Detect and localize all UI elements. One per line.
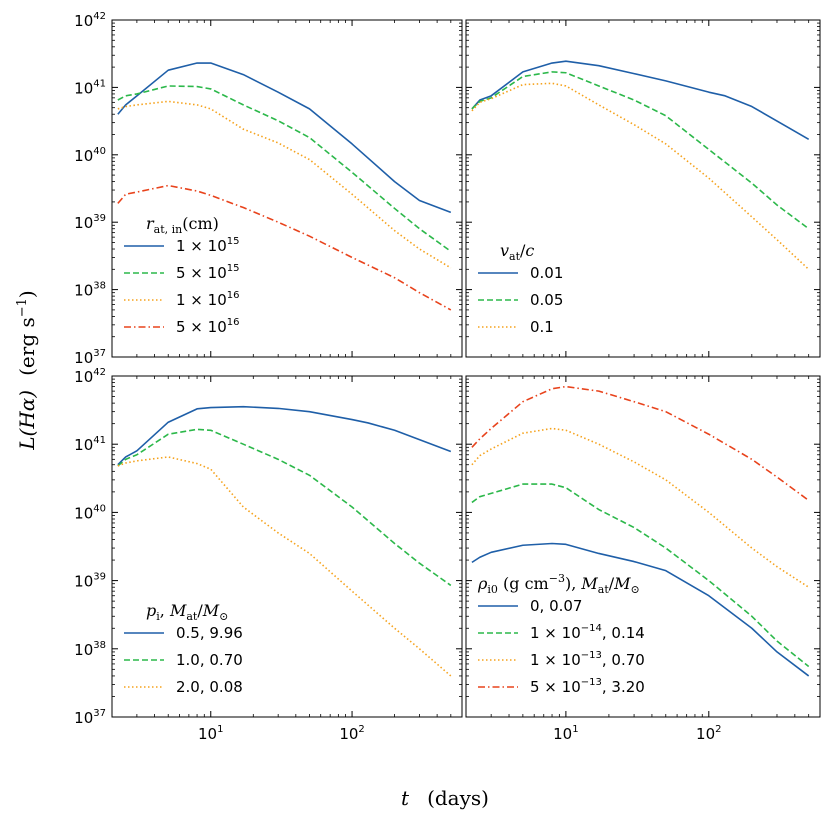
plot-frame bbox=[111, 19, 463, 358]
legend-label: 0.05 bbox=[530, 291, 563, 309]
x-axis-label: t (days) bbox=[401, 786, 489, 810]
y-tick-label: 1038 bbox=[74, 640, 106, 659]
y-axis-unit-close: ) bbox=[15, 290, 39, 298]
series-line-1 bbox=[471, 542, 810, 677]
panel-bottom-right: 101 102 ρi0 (g cm−3), Mat/M⊙0, 0.07 1 × 10−… bbox=[465, 375, 821, 743]
legend-label: 0, 0.07 bbox=[530, 597, 582, 615]
plot-frame bbox=[111, 375, 463, 718]
panel-bottom-left: 1037 1038 1039 1040 1041 1042 101 102 pi, Mat/M⊙… bbox=[74, 367, 463, 743]
y-tick-label: 1040 bbox=[74, 503, 106, 522]
legend-label: 0.5, 9.96 bbox=[176, 624, 243, 642]
y-tick-label: 1037 bbox=[74, 708, 106, 727]
y-tick-label: 1037 bbox=[74, 348, 106, 367]
panel-top-right: vat/c0.01 0.05 0.1 bbox=[465, 19, 821, 358]
legend-label: 1 × 1016 bbox=[176, 290, 239, 309]
plot-frame bbox=[465, 375, 821, 718]
x-tick-label: 102 bbox=[696, 724, 721, 743]
series-line-4 bbox=[117, 184, 452, 311]
x-axis-unit: (days) bbox=[427, 786, 489, 810]
x-tick-label: 102 bbox=[339, 724, 364, 743]
legend-label: 0.1 bbox=[530, 318, 554, 336]
y-tick-label: 1041 bbox=[74, 435, 106, 454]
y-axis-var: L(Hα) bbox=[15, 390, 39, 451]
series-line-1 bbox=[117, 62, 452, 214]
y-tick-label: 1040 bbox=[74, 146, 106, 165]
legend: ρi0 (g cm−3), Mat/M⊙0, 0.07 1 × 10−14, 0.… bbox=[477, 572, 645, 696]
series-line-3 bbox=[471, 427, 810, 588]
legend-title: pi, Mat/M⊙ bbox=[146, 601, 228, 623]
x-tick-label: 101 bbox=[198, 724, 223, 743]
series-line-1 bbox=[471, 60, 810, 140]
y-axis-unit: (erg s bbox=[15, 317, 39, 376]
x-axis-var: t bbox=[401, 786, 410, 810]
series-line-2 bbox=[117, 85, 452, 252]
legend-title: ρi0 (g cm−3), Mat/M⊙ bbox=[477, 572, 640, 596]
legend: pi, Mat/M⊙0.5, 9.96 1.0, 0.70 2.0, 0.08 bbox=[124, 601, 243, 696]
legend-label: 1.0, 0.70 bbox=[176, 651, 243, 669]
series-line-3 bbox=[117, 100, 452, 269]
legend-label: 1 × 10−13, 0.70 bbox=[530, 650, 645, 669]
y-tick-label: 1042 bbox=[74, 11, 106, 30]
legend-label: 0.01 bbox=[530, 264, 563, 282]
series-line-4 bbox=[471, 385, 810, 502]
y-axis-unit-exp: −1 bbox=[15, 298, 30, 317]
y-tick-label: 1039 bbox=[74, 213, 106, 232]
series-line-2 bbox=[471, 483, 810, 668]
y-tick-label: 1042 bbox=[74, 367, 106, 386]
legend-label: 5 × 10−13, 3.20 bbox=[530, 677, 645, 696]
y-tick-label: 1039 bbox=[74, 572, 106, 591]
plot-frame bbox=[465, 19, 821, 358]
x-tick-label: 101 bbox=[553, 724, 578, 743]
series-line-2 bbox=[117, 428, 452, 587]
series-line-2 bbox=[471, 71, 810, 230]
series-line-3 bbox=[117, 456, 452, 677]
y-axis-label: L(Hα) (erg s−1) bbox=[15, 290, 39, 450]
legend-title: vat/c bbox=[500, 241, 534, 263]
y-tick-label: 1041 bbox=[74, 78, 106, 97]
legend: vat/c0.01 0.05 0.1 bbox=[478, 241, 563, 336]
legend-label: 1 × 1015 bbox=[176, 236, 239, 255]
legend-title: rat, in(cm) bbox=[146, 214, 219, 236]
y-tick-label: 1038 bbox=[74, 281, 106, 300]
legend: rat, in(cm)1 × 1015 5 × 1015 1 × 1016 5 × 1… bbox=[124, 214, 239, 336]
legend-label: 2.0, 0.08 bbox=[176, 678, 243, 696]
legend-label: 5 × 1016 bbox=[176, 317, 239, 336]
legend-label: 1 × 10−14, 0.14 bbox=[530, 623, 645, 642]
legend-label: 5 × 1015 bbox=[176, 263, 239, 282]
series-line-1 bbox=[117, 405, 452, 466]
